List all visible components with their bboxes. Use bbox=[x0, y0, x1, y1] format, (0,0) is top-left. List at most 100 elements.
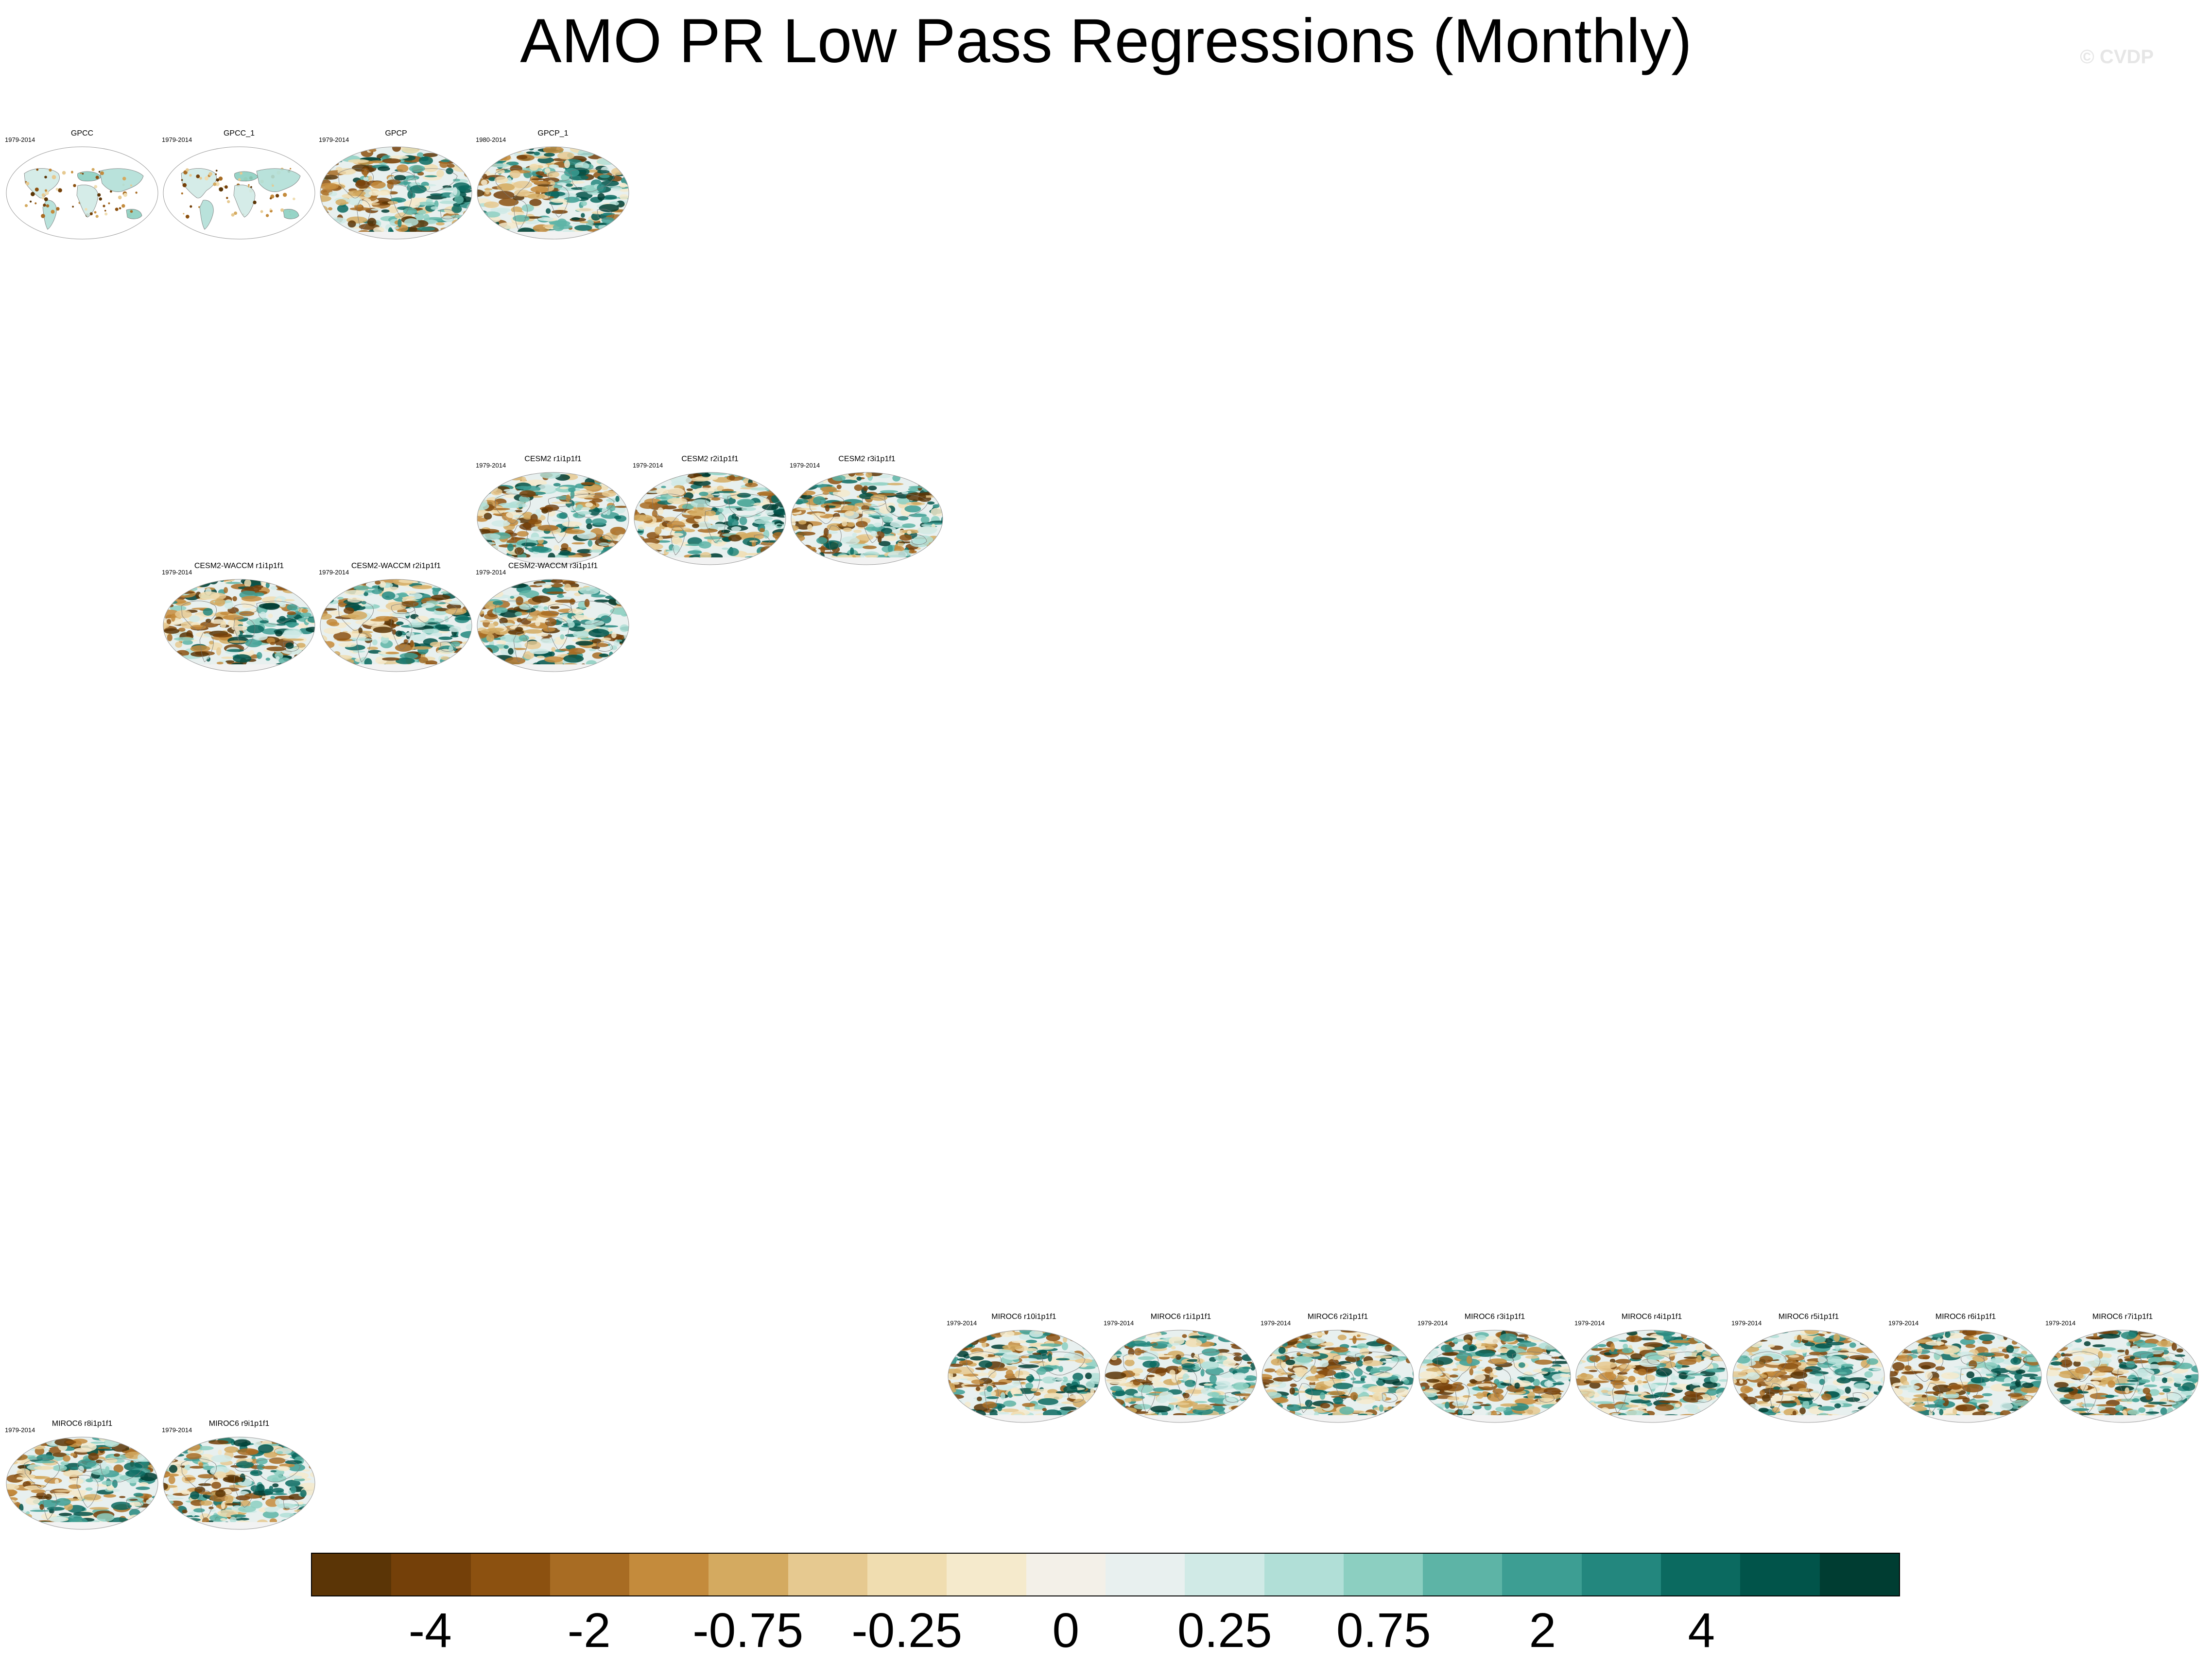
panel-years: 1980-2014 bbox=[476, 136, 506, 143]
map-cell bbox=[780, 558, 786, 562]
map-cell bbox=[613, 661, 622, 664]
continent-outline bbox=[861, 510, 883, 543]
map-cell bbox=[1248, 1410, 1256, 1414]
map-cell bbox=[1740, 1386, 1751, 1394]
map-cell bbox=[1223, 1330, 1239, 1335]
map-cell bbox=[1253, 1398, 1257, 1403]
map-cell bbox=[537, 525, 559, 531]
map-cell bbox=[564, 160, 570, 169]
continent-outline bbox=[413, 601, 458, 625]
map-cell bbox=[581, 201, 587, 206]
map-cell bbox=[646, 554, 667, 556]
map-cell bbox=[694, 474, 704, 477]
land-cell bbox=[71, 171, 73, 173]
map-cell bbox=[948, 1394, 964, 1399]
map-cell bbox=[601, 667, 620, 672]
map-cell bbox=[311, 585, 315, 589]
map-cell bbox=[1400, 1416, 1406, 1422]
map-cell bbox=[320, 598, 330, 606]
map-cell bbox=[328, 207, 333, 210]
map-cell bbox=[189, 615, 200, 623]
map-cell bbox=[1183, 1393, 1190, 1399]
map-cell bbox=[913, 535, 933, 544]
map-cell bbox=[718, 508, 724, 513]
map-cell bbox=[1601, 1330, 1612, 1335]
map-cell bbox=[729, 475, 735, 481]
map-cell bbox=[599, 653, 609, 658]
map-cell bbox=[1625, 1404, 1639, 1408]
land-cell bbox=[104, 212, 108, 216]
map-cell bbox=[875, 531, 885, 539]
map-cell bbox=[1469, 1379, 1477, 1384]
map-cell bbox=[773, 508, 786, 515]
map-cell bbox=[1733, 1397, 1742, 1404]
map-cell bbox=[922, 484, 930, 492]
map-cell bbox=[1783, 1354, 1805, 1362]
land-cell bbox=[293, 197, 295, 201]
map-cell bbox=[1714, 1410, 1728, 1415]
map-cell bbox=[949, 1389, 965, 1395]
map-cell bbox=[1693, 1387, 1709, 1393]
map-cell bbox=[737, 493, 751, 498]
map-panel: MIROC6 r4i1p1f1 1979-2014 bbox=[1574, 1312, 1729, 1424]
map-cell bbox=[619, 661, 625, 669]
map-cell bbox=[544, 191, 566, 197]
map-cell bbox=[1381, 1330, 1390, 1335]
map-cell bbox=[323, 655, 330, 660]
map-cell bbox=[190, 645, 210, 653]
map-cell bbox=[357, 147, 367, 149]
map-svg bbox=[1575, 1330, 1728, 1423]
map-cell bbox=[1699, 1418, 1721, 1421]
map-cell bbox=[1105, 1395, 1109, 1404]
map-cell bbox=[382, 657, 400, 661]
map-cell bbox=[452, 154, 472, 156]
map-cell bbox=[326, 619, 338, 626]
map-cell bbox=[1325, 1379, 1346, 1382]
map-cell bbox=[1851, 1413, 1859, 1421]
map-cell bbox=[1024, 1358, 1037, 1362]
map-cell bbox=[1708, 1331, 1727, 1335]
continent-outline bbox=[1123, 1352, 1158, 1382]
map-cell bbox=[1589, 1382, 1601, 1389]
map-cell bbox=[1362, 1360, 1383, 1367]
map-cell bbox=[1634, 1384, 1639, 1393]
map-cell bbox=[276, 598, 282, 603]
map-cell bbox=[1037, 1346, 1054, 1350]
map-cell bbox=[1643, 1395, 1659, 1399]
map-cell bbox=[1079, 1391, 1088, 1394]
map-cell bbox=[1747, 1339, 1768, 1342]
map-cell bbox=[1473, 1373, 1486, 1382]
land-cell bbox=[30, 191, 35, 196]
map-cell bbox=[381, 209, 390, 213]
map-cell bbox=[1733, 1404, 1741, 1411]
map-cell bbox=[1136, 1343, 1154, 1347]
map-cell bbox=[636, 478, 647, 487]
map-cell bbox=[594, 479, 612, 483]
panel-title: GPCC_1 bbox=[223, 129, 255, 138]
figure-title: AMO PR Low Pass Regressions (Monthly) bbox=[520, 6, 1692, 76]
land-cell bbox=[30, 200, 32, 203]
map-cell bbox=[1625, 1410, 1645, 1416]
map-cell bbox=[423, 164, 438, 172]
map-cell bbox=[1282, 1333, 1293, 1338]
map-cell bbox=[1702, 1351, 1711, 1357]
continent-outline bbox=[548, 171, 572, 182]
map-cell bbox=[921, 554, 931, 559]
map-cell bbox=[462, 589, 472, 593]
map-cell bbox=[933, 551, 943, 557]
map-cell bbox=[1105, 1340, 1112, 1347]
map-cell bbox=[1223, 1418, 1238, 1422]
map-cell bbox=[477, 189, 484, 197]
map-cell bbox=[1577, 1404, 1596, 1413]
map-cell bbox=[166, 588, 186, 592]
map-cell bbox=[563, 196, 580, 203]
map-cell bbox=[1590, 1380, 1609, 1383]
map-cell bbox=[963, 1418, 975, 1422]
map-cell bbox=[1579, 1404, 1593, 1413]
continent-outline bbox=[1669, 1352, 1713, 1376]
land-cell bbox=[227, 200, 230, 204]
map-cell bbox=[1806, 1361, 1817, 1366]
map-cell bbox=[1717, 1402, 1722, 1407]
map-cell bbox=[611, 479, 619, 487]
map-cell bbox=[418, 156, 433, 165]
